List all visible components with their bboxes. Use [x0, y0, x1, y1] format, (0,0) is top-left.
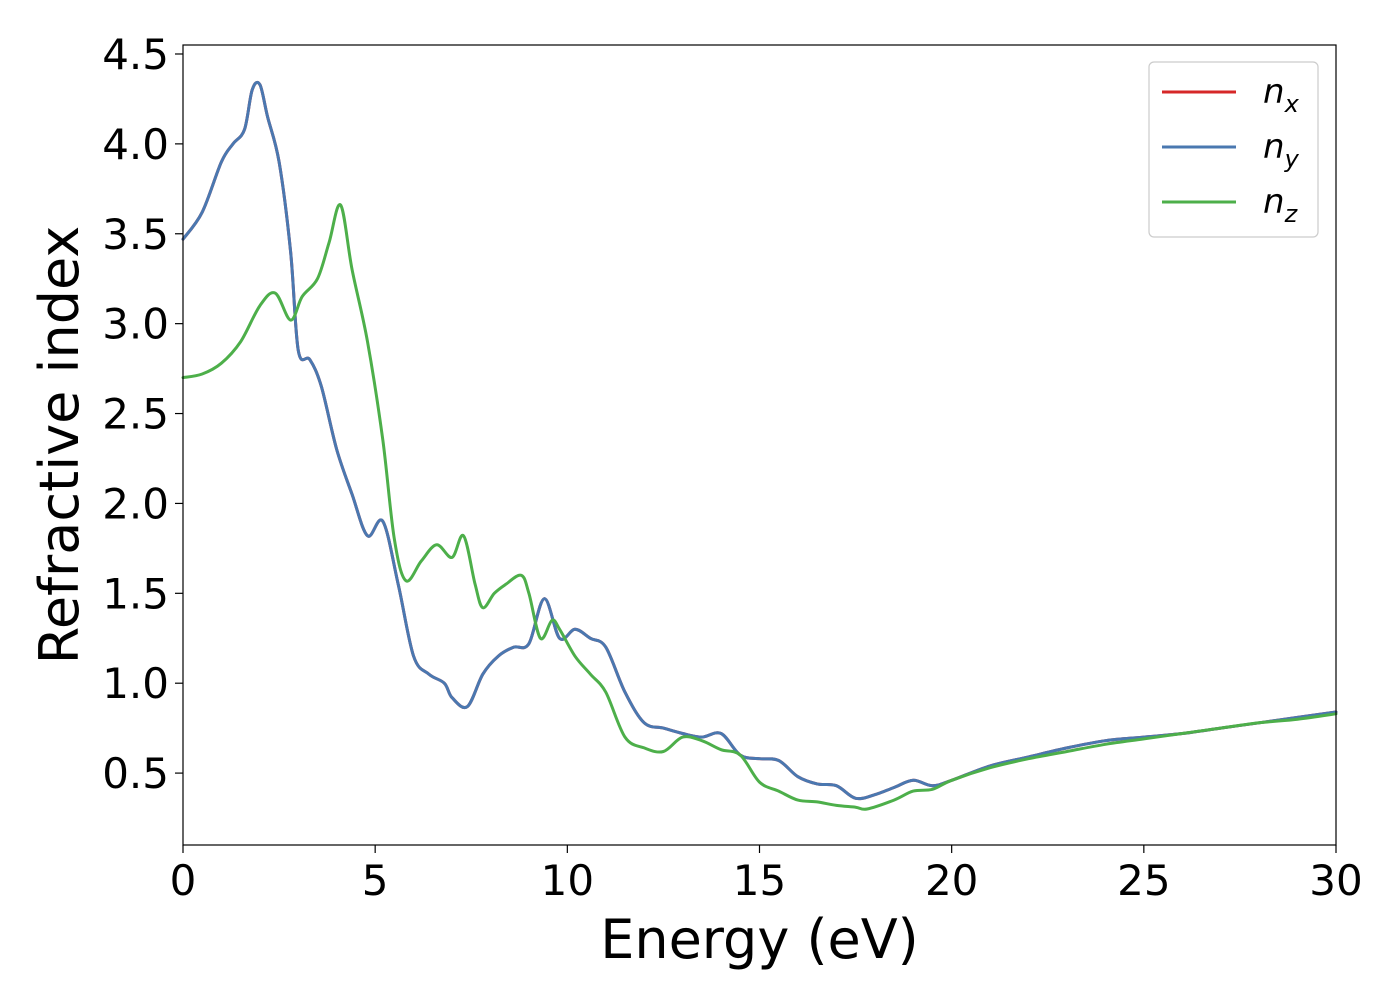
x-axis-title: Energy (eV) — [600, 908, 919, 971]
y-axis-ticks: 0.5 1.0 1.5 2.0 2.5 3.0 3.5 4.0 4.5 — [102, 30, 183, 798]
legend: nx ny nz — [1148, 61, 1319, 238]
legend-label-n-y: ny — [1263, 127, 1300, 173]
x-tick-label: 30 — [1309, 856, 1362, 905]
x-tick-label: 15 — [733, 856, 786, 905]
legend-label-n-x: nx — [1263, 72, 1300, 118]
x-tick-label: 20 — [925, 856, 978, 905]
legend-label-n-z: nz — [1263, 182, 1299, 228]
y-tick-label: 4.0 — [102, 120, 169, 169]
x-tick-label: 5 — [362, 856, 389, 905]
y-axis-title: Refractive index — [28, 226, 91, 665]
y-tick-label: 2.0 — [102, 479, 169, 528]
x-tick-label: 25 — [1117, 856, 1170, 905]
y-tick-label: 0.5 — [102, 749, 169, 798]
y-tick-label: 1.0 — [102, 659, 169, 708]
x-tick-label: 10 — [541, 856, 594, 905]
plot-lines — [181, 80, 1338, 811]
x-axis-ticks: 0 5 10 15 20 25 30 — [170, 845, 1363, 905]
y-tick-label: 3.0 — [102, 300, 169, 349]
y-tick-label: 4.5 — [102, 30, 169, 79]
x-tick-label: 0 — [170, 856, 197, 905]
y-tick-label: 3.5 — [102, 210, 169, 259]
legend-box — [1148, 61, 1319, 238]
series-line-n-z — [181, 203, 1338, 811]
y-tick-label: 1.5 — [102, 569, 169, 618]
y-tick-label: 2.5 — [102, 390, 169, 439]
